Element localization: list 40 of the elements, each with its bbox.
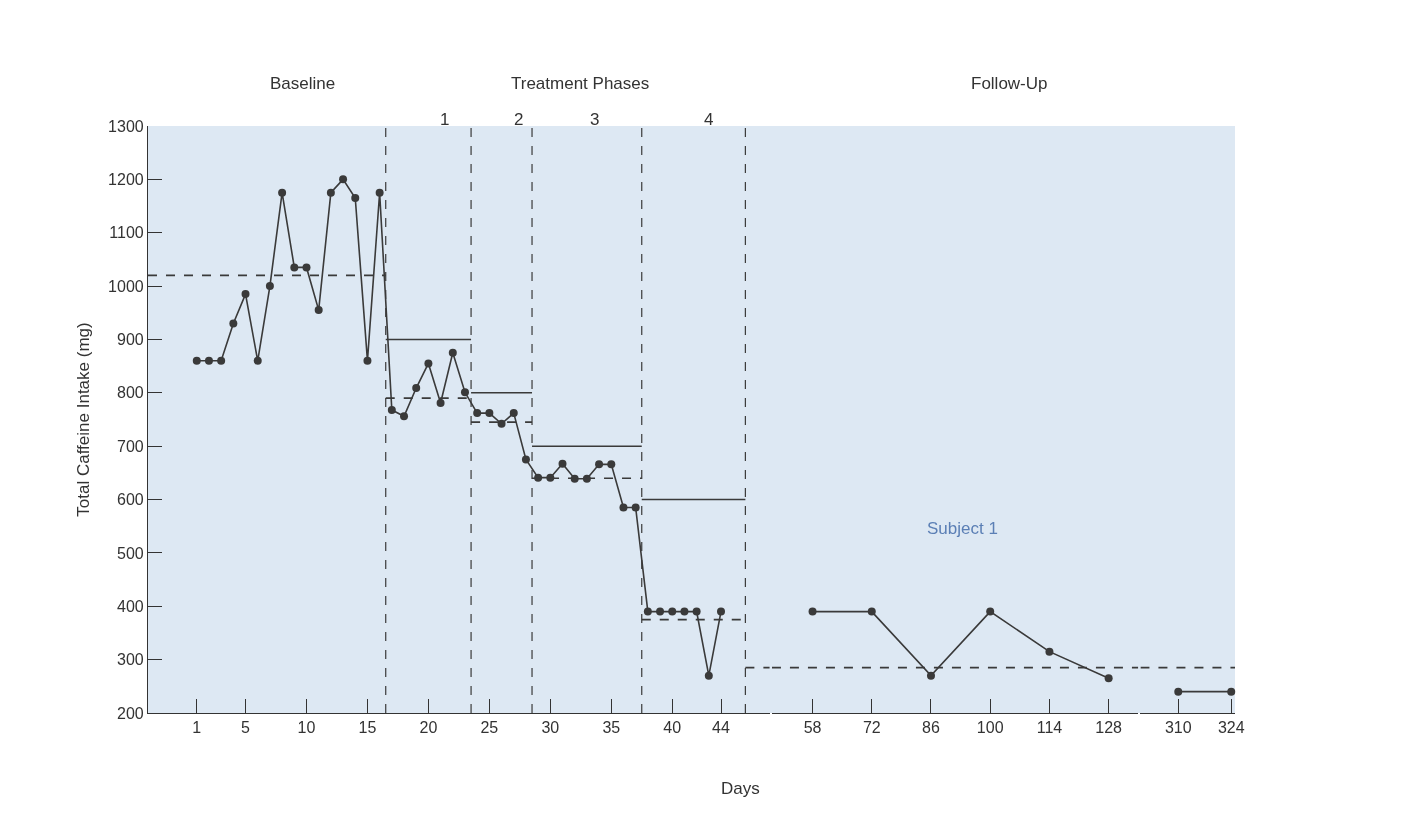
y-tick-label: 1300 bbox=[108, 117, 144, 135]
x-tick-label: 86 bbox=[922, 719, 940, 737]
y-tick-label: 900 bbox=[117, 331, 144, 349]
annotation: Subject 1 bbox=[927, 519, 998, 538]
text: Follow-Up bbox=[971, 74, 1048, 93]
x-tick-label: 58 bbox=[803, 719, 822, 737]
x-tick-label: 35 bbox=[602, 719, 621, 737]
x-tick-label: 15 bbox=[358, 719, 377, 737]
y-tick-label: 600 bbox=[117, 491, 144, 509]
y-tick-label: 1000 bbox=[108, 277, 144, 295]
y-tick-label: 300 bbox=[117, 651, 144, 669]
y-tick-label: 400 bbox=[117, 597, 144, 615]
x-tick-label: 1 bbox=[192, 719, 202, 737]
y-tick-label: 1100 bbox=[109, 224, 144, 242]
annotation: 1 bbox=[440, 110, 450, 129]
x-tick-label: 100 bbox=[976, 719, 1004, 737]
x-tick-label: 128 bbox=[1095, 719, 1123, 737]
x-tick-label: 44 bbox=[712, 719, 730, 737]
y-tick-label: 1200 bbox=[108, 170, 144, 188]
x-tick-label: 25 bbox=[480, 719, 499, 737]
y-tick-label: 700 bbox=[117, 437, 144, 455]
y-tick-label: 500 bbox=[117, 544, 144, 562]
x-tick-label: 114 bbox=[1036, 719, 1063, 737]
text: Baseline bbox=[270, 74, 336, 93]
annotation: 4 bbox=[704, 110, 714, 129]
x-axis-title: Days bbox=[721, 779, 760, 798]
y-axis-title: Total Caffeine Intake (mg) bbox=[73, 322, 93, 517]
annotation: 3 bbox=[590, 110, 600, 129]
x-tick-label: 324 bbox=[1217, 719, 1245, 737]
y-tick-label: 800 bbox=[117, 384, 144, 402]
x-tick-label: 5 bbox=[241, 719, 251, 737]
x-tick-label: 10 bbox=[297, 719, 316, 737]
x-tick-label: 72 bbox=[862, 719, 881, 737]
x-tick-label: 40 bbox=[663, 719, 682, 737]
x-tick-label: 310 bbox=[1164, 719, 1192, 737]
y-tick-label: 200 bbox=[117, 704, 144, 722]
x-tick-label: 20 bbox=[419, 719, 438, 737]
annotation: 2 bbox=[514, 110, 524, 129]
x-tick-label: 30 bbox=[541, 719, 560, 737]
text: Treatment Phases bbox=[511, 74, 650, 93]
